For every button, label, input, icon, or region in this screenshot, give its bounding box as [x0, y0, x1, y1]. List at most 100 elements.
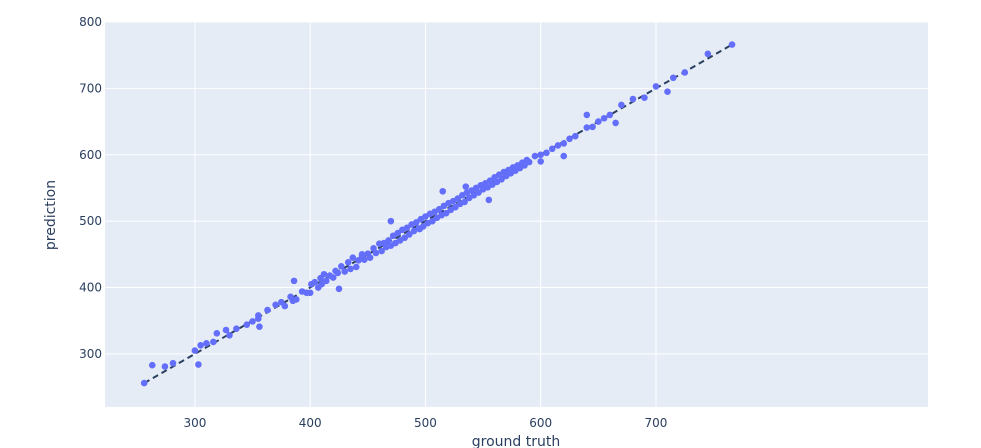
y-tick-label: 600	[79, 148, 102, 162]
data-point	[566, 135, 573, 143]
data-point	[583, 111, 591, 119]
data-point	[435, 205, 443, 213]
y-tick-label: 800	[79, 15, 102, 29]
data-point	[612, 119, 619, 127]
data-point	[272, 301, 279, 309]
data-point	[148, 361, 156, 369]
data-point	[140, 379, 148, 387]
data-point	[531, 152, 539, 160]
data-point	[704, 50, 712, 58]
x-axis-title: ground truth	[472, 434, 560, 448]
data-point	[318, 280, 326, 288]
data-point	[249, 318, 256, 325]
x-tick-labels: 300 400 500 600 700	[183, 416, 667, 430]
x-tick-label: 400	[299, 416, 322, 430]
data-point	[352, 263, 360, 271]
data-point	[641, 94, 648, 101]
data-point	[349, 254, 357, 261]
data-point	[366, 254, 374, 261]
data-point	[664, 88, 671, 95]
data-point	[560, 140, 568, 147]
data-point	[320, 270, 328, 278]
data-point	[401, 234, 408, 242]
data-point	[606, 111, 614, 119]
data-point	[361, 256, 368, 263]
data-point	[462, 183, 470, 190]
data-point	[728, 41, 736, 48]
data-point	[341, 268, 349, 275]
data-point	[485, 196, 493, 204]
data-point	[306, 289, 314, 297]
data-point	[161, 363, 169, 370]
data-point	[406, 231, 413, 238]
data-point	[222, 326, 230, 334]
data-point	[311, 278, 319, 286]
x-tick-label: 500	[414, 416, 437, 430]
data-point	[213, 330, 221, 337]
data-point	[543, 149, 550, 157]
data-point	[537, 151, 545, 159]
data-point	[233, 325, 240, 332]
data-point	[600, 114, 608, 122]
data-point	[554, 142, 562, 149]
x-tick-label: 600	[529, 416, 552, 430]
data-point	[335, 285, 343, 293]
data-point	[416, 225, 423, 233]
data-points	[140, 41, 736, 387]
data-point	[329, 274, 337, 281]
data-point	[290, 277, 298, 285]
data-point	[169, 359, 177, 367]
data-point	[508, 166, 516, 173]
data-point	[394, 229, 402, 237]
y-tick-label: 700	[79, 81, 102, 95]
data-point	[281, 302, 289, 310]
data-point	[323, 277, 330, 285]
data-point	[571, 132, 579, 140]
data-point	[203, 339, 210, 347]
data-point	[385, 237, 392, 244]
data-point	[378, 247, 385, 255]
plot-background	[105, 22, 928, 407]
data-point	[264, 306, 271, 314]
data-point	[669, 74, 677, 82]
y-tick-label: 300	[79, 347, 102, 361]
data-point	[372, 249, 380, 257]
data-point	[358, 251, 366, 258]
data-point	[560, 152, 568, 160]
data-point	[412, 219, 420, 226]
y-tick-labels: 300 400 500 600 700 800	[79, 15, 102, 361]
data-point	[210, 338, 217, 346]
data-point	[498, 176, 505, 183]
data-point	[618, 101, 625, 109]
data-point	[461, 198, 468, 206]
data-point	[521, 162, 528, 169]
data-point	[293, 296, 300, 303]
data-point	[537, 158, 545, 165]
y-tick-label: 500	[79, 214, 102, 228]
data-point	[226, 332, 233, 339]
data-point	[439, 187, 447, 195]
data-point	[525, 158, 533, 166]
data-point	[387, 217, 395, 225]
data-point	[197, 341, 204, 349]
data-point	[403, 224, 411, 232]
x-tick-label: 700	[645, 416, 668, 430]
data-point	[475, 189, 482, 196]
data-point	[454, 195, 462, 202]
data-point	[681, 69, 689, 76]
data-point	[652, 83, 660, 90]
grid	[105, 21, 928, 407]
data-point	[583, 124, 591, 131]
data-point	[255, 312, 262, 319]
data-point	[629, 95, 637, 103]
data-point	[442, 209, 450, 217]
data-point	[595, 118, 602, 125]
data-point	[589, 123, 596, 131]
data-point	[191, 347, 199, 354]
data-point	[195, 361, 202, 368]
data-point	[334, 269, 342, 277]
data-point	[347, 265, 354, 273]
data-point	[344, 258, 352, 266]
y-axis-title: prediction	[43, 180, 59, 250]
